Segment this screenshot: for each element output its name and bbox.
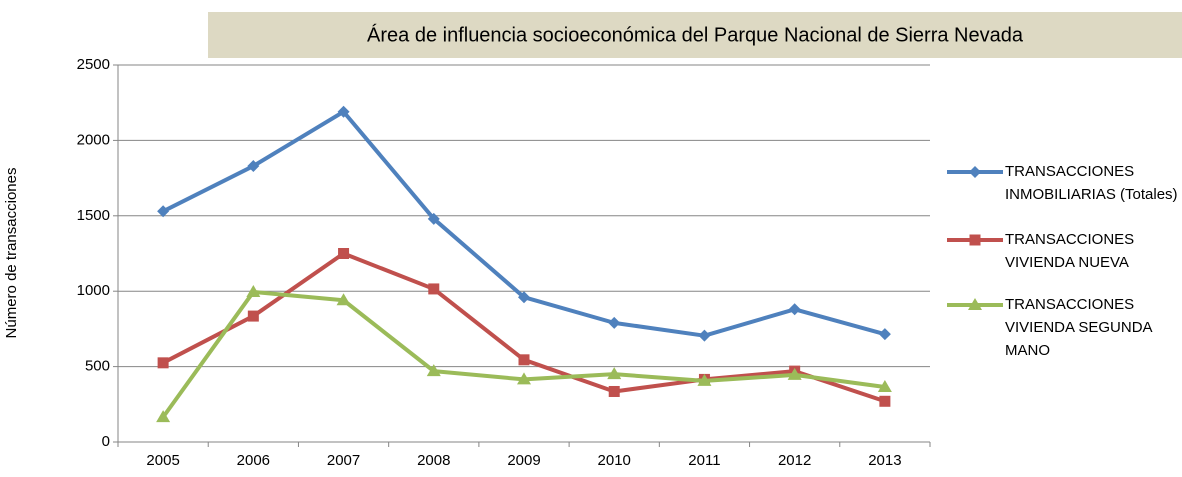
point: [247, 160, 260, 173]
point: [968, 298, 982, 310]
point: [518, 354, 530, 366]
y-tick-label: 1500: [77, 207, 110, 224]
legend-swatch: [947, 234, 1003, 246]
point: [608, 316, 621, 329]
point: [969, 166, 981, 178]
point: [608, 385, 620, 397]
x-tick-label: 2012: [778, 452, 811, 469]
legend-label: TRANSACCIONES VIVIENDA SEGUNDA MANO: [1005, 296, 1152, 359]
point: [879, 395, 891, 407]
y-axis-label: Número de transacciones: [3, 168, 20, 339]
legend-label: TRANSACCIONES VIVIENDA NUEVA: [1005, 231, 1135, 271]
x-tick-label: 2006: [237, 452, 270, 469]
x-tick-label: 2007: [327, 452, 360, 469]
x-tick-label: 2008: [417, 452, 450, 469]
point: [246, 284, 261, 297]
point: [969, 234, 981, 246]
y-tick-label: 1000: [77, 282, 110, 299]
point: [518, 291, 530, 304]
point: [426, 364, 441, 377]
title-box: [208, 12, 1182, 58]
y-tick-label: 500: [85, 358, 110, 375]
y-tick-label: 0: [102, 433, 110, 450]
point: [157, 357, 169, 369]
point: [428, 283, 440, 295]
point: [877, 379, 892, 392]
y-tick-label: 2500: [77, 56, 110, 73]
x-tick-label: 2005: [146, 452, 179, 469]
legend-item: TRANSACCIONES VIVIENDA NUEVA: [945, 228, 1180, 274]
legend-swatch: [947, 298, 1003, 310]
point: [336, 293, 351, 306]
point: [607, 367, 622, 380]
point: [338, 248, 350, 259]
x-tick-label: 2010: [598, 452, 631, 469]
y-tick-label: 2000: [77, 131, 110, 148]
point: [788, 303, 801, 316]
x-tick-label: 2013: [868, 452, 901, 469]
point: [156, 410, 171, 423]
x-tick-label: 2011: [688, 452, 720, 469]
point: [698, 329, 711, 342]
chart-title: Área de influencia socioeconómica del Pa…: [367, 23, 1024, 46]
point: [787, 367, 802, 380]
legend-item: TRANSACCIONES INMOBILIARIAS (Totales): [945, 160, 1180, 206]
point: [697, 373, 712, 386]
point: [517, 372, 531, 385]
point: [878, 328, 891, 341]
point: [427, 212, 440, 225]
legend-item: TRANSACCIONES VIVIENDA SEGUNDA MANO: [945, 293, 1180, 362]
point: [337, 105, 350, 118]
x-tick-label: 2009: [507, 452, 540, 469]
point: [157, 205, 170, 218]
legend-label: TRANSACCIONES INMOBILIARIAS (Totales): [1005, 163, 1178, 203]
legend-swatch: [947, 166, 1003, 178]
point: [247, 310, 259, 322]
